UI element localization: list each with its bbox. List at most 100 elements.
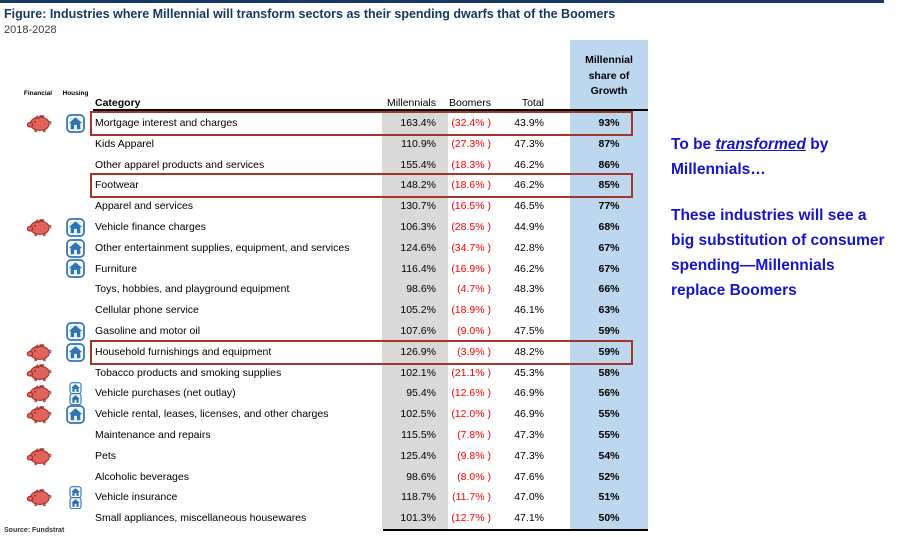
spacer-cell bbox=[550, 508, 570, 529]
share-cell: 55% bbox=[570, 404, 648, 425]
boomers-cell: (18.3% ) bbox=[451, 158, 491, 171]
table-row: Cellular phone service 105.2% (18.9% ) 4… bbox=[18, 300, 648, 321]
annotation-block: To be transformed by Millennials… These … bbox=[671, 132, 887, 303]
millennials-cell: 98.6% bbox=[382, 279, 448, 301]
boomers-cell: (9.8% ) bbox=[457, 449, 491, 462]
financial-icon-cell bbox=[18, 321, 58, 342]
total-cell: 46.2% bbox=[514, 158, 544, 171]
total-cell: 47.3% bbox=[514, 137, 544, 150]
table-bottom-rule bbox=[383, 529, 648, 531]
share-cell: 67% bbox=[570, 258, 648, 280]
table-row: Pets 125.4% (9.8% ) 47.3% 54% bbox=[18, 445, 648, 467]
piggy-bank-icon bbox=[26, 343, 51, 361]
housing-icon-cell bbox=[58, 238, 93, 259]
figure-title: Figure: Industries where Millennial will… bbox=[4, 7, 616, 21]
spacer-cell bbox=[550, 321, 570, 342]
boomers-column-header: Boomers bbox=[448, 97, 491, 109]
total-cell: 45.3% bbox=[514, 366, 544, 379]
total-cell: 47.3% bbox=[514, 428, 544, 441]
piggy-bank-icon bbox=[26, 114, 51, 133]
housing-icon-cell bbox=[58, 321, 93, 342]
millennials-cell: 105.2% bbox=[382, 300, 448, 321]
category-cell: Vehicle rental, leases, licenses, and ot… bbox=[95, 408, 329, 421]
total-cell: 46.9% bbox=[514, 387, 544, 400]
spacer-cell bbox=[550, 363, 570, 384]
total-cell: 47.6% bbox=[514, 470, 544, 483]
spacer-cell bbox=[550, 404, 570, 425]
millennials-cell: 130.7% bbox=[382, 196, 448, 217]
table-row: Small appliances, miscellaneous housewar… bbox=[18, 508, 648, 529]
total-cell: 46.1% bbox=[514, 304, 544, 317]
financial-icon-cell bbox=[18, 467, 58, 488]
total-cell: 44.9% bbox=[514, 220, 544, 233]
spacer-cell bbox=[550, 175, 570, 196]
piggy-bank-icon bbox=[26, 447, 51, 465]
spacer-cell bbox=[550, 196, 570, 217]
category-cell: Maintenance and repairs bbox=[95, 428, 211, 441]
millennials-cell: 107.6% bbox=[382, 320, 448, 342]
category-cell: Tobacco products and smoking supplies bbox=[95, 366, 282, 379]
table-row: Vehicle finance charges 106.3% (28.5% ) … bbox=[18, 216, 648, 238]
house-icon bbox=[69, 392, 82, 406]
piggy-bank-icon bbox=[26, 364, 51, 382]
table-row: Household furnishings and equipment 126.… bbox=[18, 339, 648, 365]
table-row: Other entertainment supplies, equipment,… bbox=[18, 237, 648, 259]
spacer-cell bbox=[550, 425, 570, 446]
table-row: Kids Apparel 110.9% (27.3% ) 47.3% 87% bbox=[18, 133, 648, 155]
share-cell: 59% bbox=[570, 341, 648, 363]
piggy-bank-icon bbox=[26, 218, 51, 237]
millennials-cell: 124.6% bbox=[382, 237, 448, 259]
category-cell: Household furnishings and equipment bbox=[95, 345, 272, 358]
share-cell: 59% bbox=[570, 320, 648, 342]
table-row: Footwear 148.2% (18.6% ) 46.2% 85% bbox=[18, 173, 648, 199]
boomers-cell: (7.8% ) bbox=[457, 428, 491, 441]
financial-icon-cell bbox=[18, 363, 58, 384]
housing-icon-cell bbox=[58, 425, 93, 446]
share-cell: 87% bbox=[570, 133, 648, 155]
category-cell: Mortgage interest and charges bbox=[95, 117, 238, 129]
spacer-cell bbox=[550, 238, 570, 259]
annotation-prefix: To be bbox=[671, 136, 716, 153]
share-cell: 51% bbox=[570, 487, 648, 509]
total-cell: 42.8% bbox=[514, 241, 544, 254]
boomers-cell: (32.4% ) bbox=[451, 117, 491, 129]
spacer-cell bbox=[550, 279, 570, 300]
millennials-cell: 118.7% bbox=[382, 487, 448, 509]
housing-icon-cell bbox=[58, 404, 93, 425]
financial-icon-cell bbox=[18, 217, 58, 238]
total-cell: 47.5% bbox=[514, 324, 544, 337]
housing-icon-cell bbox=[58, 300, 93, 321]
housing-icon-cell bbox=[58, 279, 93, 300]
share-cell: 68% bbox=[570, 216, 648, 238]
annotation-line-2: These industries will see a big substitu… bbox=[671, 207, 885, 299]
millennials-cell: 106.3% bbox=[382, 216, 448, 238]
top-divider bbox=[0, 0, 884, 3]
category-cell: Furniture bbox=[95, 262, 138, 275]
category-cell: Other entertainment supplies, equipment,… bbox=[95, 241, 350, 254]
category-cell: Vehicle finance charges bbox=[95, 220, 206, 233]
source-note: Source: Fundstrat bbox=[4, 527, 65, 534]
financial-icon-cell bbox=[18, 238, 58, 259]
housing-icon-cell bbox=[58, 382, 93, 406]
table-header-row: Financial Housing Category Millennials B… bbox=[18, 40, 648, 113]
house-icon bbox=[69, 496, 82, 510]
header-spacer bbox=[550, 40, 570, 113]
share-cell: 56% bbox=[570, 383, 648, 405]
boomers-cell: (3.9% ) bbox=[457, 345, 491, 358]
millennials-cell: 102.1% bbox=[382, 362, 448, 384]
spacer-cell bbox=[550, 217, 570, 238]
category-cell: Pets bbox=[95, 449, 117, 462]
share-cell: 77% bbox=[570, 196, 648, 217]
housing-icon-cell bbox=[58, 175, 93, 196]
share-cell: 67% bbox=[570, 237, 648, 259]
house-icon bbox=[66, 114, 85, 133]
boomers-cell: (21.1% ) bbox=[451, 366, 491, 379]
category-cell: Kids Apparel bbox=[95, 137, 154, 150]
housing-icon-cell bbox=[58, 342, 93, 363]
boomers-cell: (16.5% ) bbox=[451, 200, 491, 213]
category-cell: Footwear bbox=[95, 179, 139, 192]
house-icon bbox=[66, 322, 85, 341]
millennials-cell: 95.4% bbox=[382, 383, 448, 405]
boomers-cell: (16.9% ) bbox=[451, 262, 491, 275]
piggy-bank-icon bbox=[26, 489, 51, 507]
